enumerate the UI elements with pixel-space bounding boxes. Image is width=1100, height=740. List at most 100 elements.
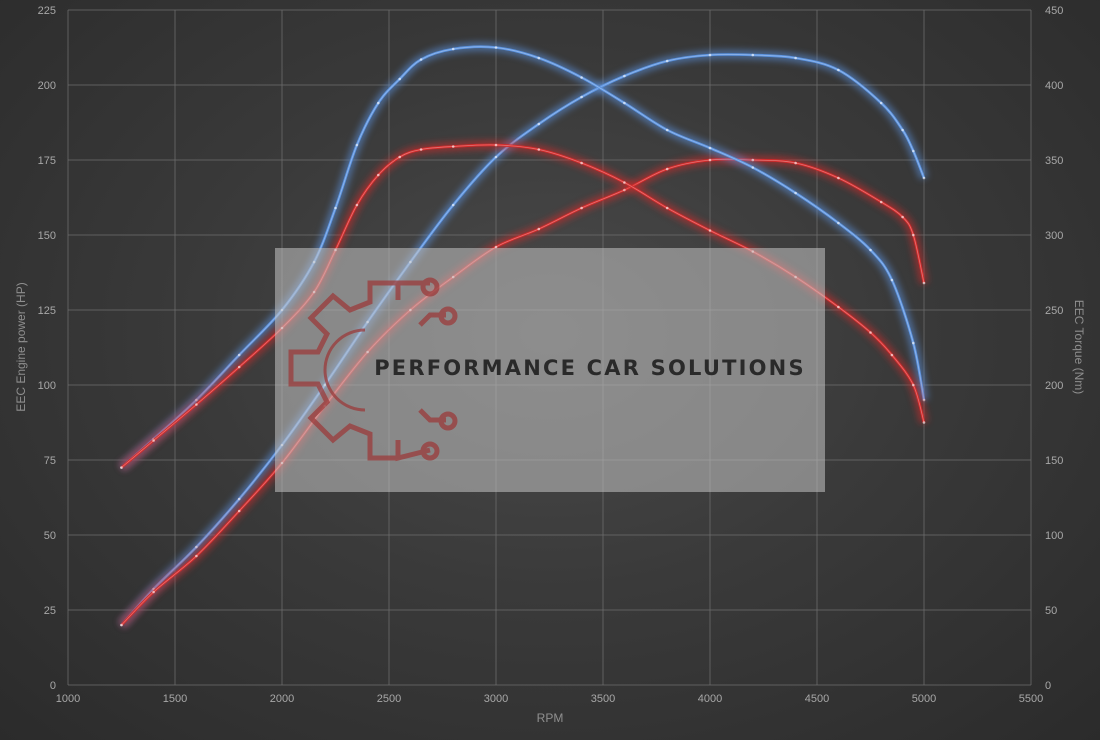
data-point bbox=[912, 383, 915, 387]
data-point bbox=[237, 509, 241, 513]
data-point bbox=[837, 68, 840, 72]
gear-circuit-logo bbox=[288, 277, 458, 462]
data-point bbox=[665, 206, 669, 210]
data-point bbox=[237, 365, 241, 369]
data-point bbox=[494, 245, 498, 249]
data-point bbox=[890, 353, 894, 357]
axis-ticks: 1000 1500 2000 2500 3000 3500 4000 4500 5000 5500… bbox=[38, 5, 1064, 705]
x-tick-label: 5500 bbox=[1019, 693, 1043, 705]
watermark: PERFORMANCE CAR SOLUTIONS bbox=[275, 248, 825, 492]
y-left-tick-label: 150 bbox=[38, 230, 56, 242]
y-left-tick-label: 0 bbox=[50, 680, 56, 692]
y-right-tick-label: 0 bbox=[1045, 680, 1051, 692]
data-point bbox=[377, 101, 380, 105]
data-point bbox=[623, 74, 626, 78]
x-tick-label: 1000 bbox=[56, 693, 80, 705]
data-point bbox=[912, 233, 915, 237]
y-left-tick-label: 100 bbox=[38, 380, 56, 392]
y-right-tick-label: 50 bbox=[1045, 605, 1057, 617]
data-point bbox=[120, 623, 123, 627]
data-point bbox=[879, 200, 883, 204]
data-point bbox=[922, 176, 926, 180]
data-point bbox=[922, 398, 926, 402]
data-point bbox=[537, 227, 541, 231]
data-point bbox=[195, 545, 198, 549]
x-tick-label: 2500 bbox=[377, 693, 401, 705]
x-tick-label: 1500 bbox=[163, 693, 187, 705]
data-point bbox=[794, 191, 797, 195]
y-right-tick-label: 250 bbox=[1045, 305, 1063, 317]
data-point bbox=[398, 77, 402, 81]
data-point bbox=[869, 248, 872, 252]
data-point bbox=[665, 59, 669, 63]
data-point bbox=[837, 221, 840, 225]
watermark-text: PERFORMANCE CAR SOLUTIONS bbox=[374, 356, 806, 380]
data-point bbox=[494, 46, 498, 49]
y-left-tick-label: 125 bbox=[38, 305, 56, 317]
data-point bbox=[912, 149, 915, 153]
data-point bbox=[922, 421, 926, 424]
data-point bbox=[494, 143, 498, 147]
data-point bbox=[334, 206, 337, 210]
series-highlight bbox=[121, 54, 925, 626]
data-point bbox=[451, 145, 455, 148]
data-point bbox=[922, 281, 926, 285]
y-left-tick-label: 50 bbox=[44, 530, 56, 542]
y-right-tick-label: 150 bbox=[1045, 455, 1063, 467]
data-point bbox=[751, 158, 755, 162]
series-blue-left bbox=[118, 49, 929, 628]
data-point bbox=[355, 143, 359, 147]
watermark-panel bbox=[275, 248, 825, 492]
y-axis-right-title: EEC Torque (Nm) bbox=[1072, 300, 1086, 394]
x-tick-label: 3500 bbox=[591, 693, 615, 705]
data-point bbox=[580, 95, 583, 99]
y-right-tick-label: 200 bbox=[1045, 380, 1063, 392]
x-tick-label: 2000 bbox=[270, 693, 294, 705]
data-point bbox=[537, 56, 541, 60]
series-line bbox=[120, 53, 926, 626]
x-tick-label: 5000 bbox=[912, 693, 936, 705]
series-highlight bbox=[121, 158, 925, 626]
data-point bbox=[451, 47, 455, 51]
data-point bbox=[665, 128, 669, 132]
data-point bbox=[751, 166, 755, 169]
data-point bbox=[580, 76, 583, 79]
data-point bbox=[869, 331, 872, 334]
series-line bbox=[120, 157, 926, 626]
x-axis-title: RPM bbox=[537, 711, 564, 725]
data-point bbox=[152, 590, 155, 594]
y-right-tick-label: 400 bbox=[1045, 80, 1063, 92]
data-point bbox=[901, 128, 904, 132]
data-point bbox=[794, 56, 797, 60]
data-point bbox=[398, 155, 402, 159]
data-point bbox=[377, 173, 380, 177]
data-point bbox=[580, 161, 583, 165]
data-point bbox=[623, 188, 626, 192]
y-left-tick-label: 25 bbox=[44, 605, 56, 617]
data-point bbox=[665, 167, 669, 171]
data-point bbox=[751, 53, 755, 57]
y-axis-left-title: EEC Engine power (HP) bbox=[14, 282, 28, 411]
data-point bbox=[901, 215, 904, 219]
y-left-tick-label: 200 bbox=[38, 80, 56, 92]
data-point bbox=[623, 101, 626, 105]
data-point bbox=[580, 206, 583, 210]
data-point bbox=[912, 341, 915, 345]
data-point bbox=[837, 305, 840, 309]
data-point bbox=[494, 155, 498, 159]
data-point bbox=[837, 176, 840, 180]
x-tick-label: 3000 bbox=[484, 693, 508, 705]
data-point bbox=[537, 122, 541, 126]
data-point bbox=[890, 278, 894, 282]
data-point bbox=[419, 148, 423, 151]
y-left-tick-label: 75 bbox=[44, 455, 56, 467]
data-point bbox=[195, 403, 198, 406]
data-point bbox=[708, 158, 712, 162]
data-point bbox=[708, 229, 712, 232]
data-point bbox=[195, 554, 198, 558]
data-point bbox=[708, 146, 712, 150]
data-point bbox=[451, 203, 455, 207]
y-right-tick-label: 350 bbox=[1045, 155, 1063, 167]
x-tick-label: 4000 bbox=[698, 693, 722, 705]
